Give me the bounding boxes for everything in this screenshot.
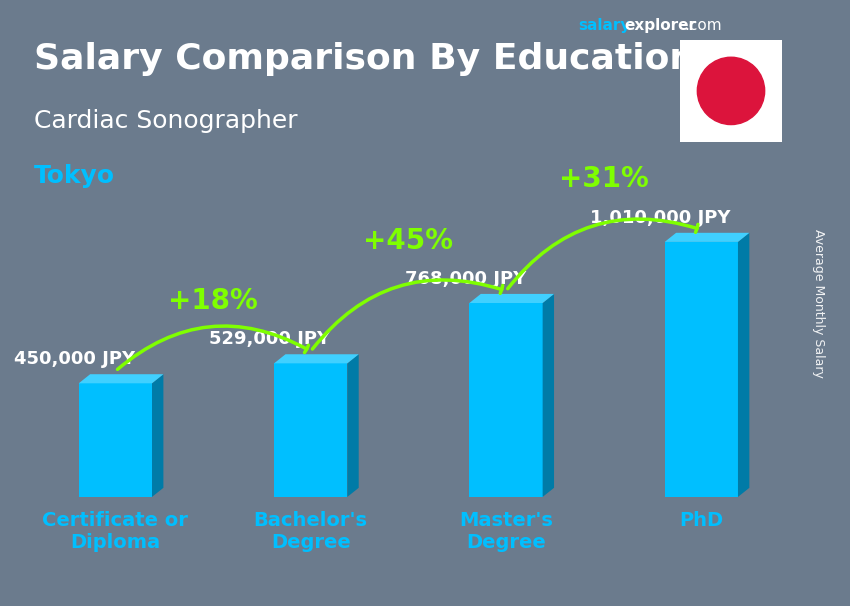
Text: Cardiac Sonographer: Cardiac Sonographer — [34, 109, 298, 133]
Polygon shape — [665, 233, 750, 242]
Text: .com: .com — [684, 18, 722, 33]
Polygon shape — [152, 374, 163, 497]
Text: +18%: +18% — [168, 287, 258, 315]
Polygon shape — [469, 294, 554, 303]
Polygon shape — [274, 355, 359, 364]
Polygon shape — [79, 374, 163, 383]
Polygon shape — [542, 294, 554, 497]
Text: Tokyo: Tokyo — [34, 164, 115, 188]
Text: 1,010,000 JPY: 1,010,000 JPY — [591, 208, 731, 227]
Polygon shape — [469, 303, 542, 497]
Text: +31%: +31% — [558, 165, 649, 193]
Text: 450,000 JPY: 450,000 JPY — [14, 350, 135, 368]
Text: +45%: +45% — [363, 227, 453, 255]
Text: explorer: explorer — [625, 18, 697, 33]
Text: Average Monthly Salary: Average Monthly Salary — [812, 228, 824, 378]
Text: 768,000 JPY: 768,000 JPY — [405, 270, 526, 288]
Polygon shape — [79, 383, 152, 497]
Polygon shape — [665, 242, 738, 497]
Polygon shape — [348, 355, 359, 497]
Polygon shape — [738, 233, 750, 497]
Circle shape — [697, 57, 765, 125]
Text: salary: salary — [578, 18, 631, 33]
Text: Salary Comparison By Education: Salary Comparison By Education — [34, 42, 695, 76]
Polygon shape — [274, 364, 348, 497]
Text: 529,000 JPY: 529,000 JPY — [209, 330, 331, 348]
